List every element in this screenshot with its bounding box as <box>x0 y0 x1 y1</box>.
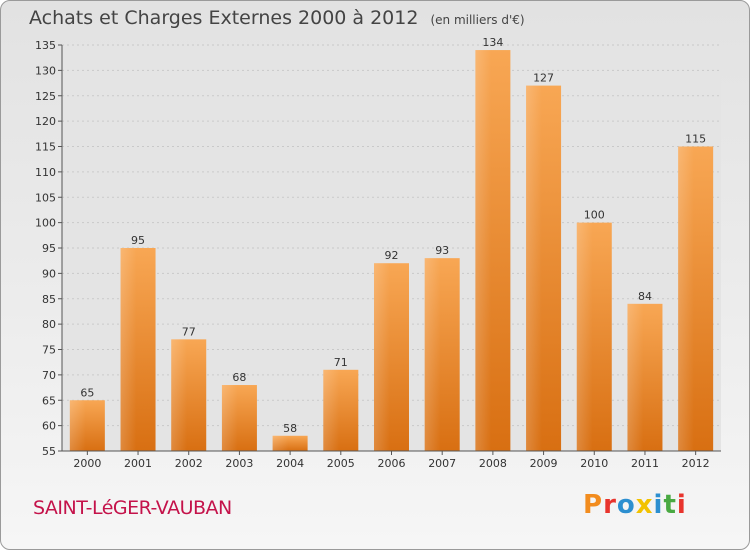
x-tick-label-2006: 2006 <box>378 457 406 470</box>
y-tick-label: 55 <box>42 445 56 458</box>
y-tick-label: 135 <box>35 39 56 52</box>
bar-highlight <box>627 303 644 451</box>
x-tick-label-2008: 2008 <box>479 457 507 470</box>
y-tick-label: 85 <box>42 293 56 306</box>
value-label-2000: 65 <box>80 386 94 399</box>
y-tick-label: 70 <box>42 369 56 382</box>
bar-highlight <box>272 435 289 451</box>
value-label-2011: 84 <box>638 290 652 303</box>
bars-group: 65 95 77 68 58 71 92 93 134 127 100 84 115 <box>69 36 714 451</box>
y-tick-label: 105 <box>35 191 56 204</box>
x-tick-label-2001: 2001 <box>124 457 152 470</box>
y-tick-label: 115 <box>35 141 56 154</box>
value-label-2005: 71 <box>334 356 348 369</box>
x-tick-label-2011: 2011 <box>631 457 659 470</box>
y-tick-label: 80 <box>42 318 56 331</box>
y-tick-label: 75 <box>42 344 56 357</box>
y-tick-label: 130 <box>35 64 56 77</box>
bar-highlight <box>678 146 694 451</box>
y-tick-label: 65 <box>42 394 56 407</box>
value-label-2012: 115 <box>685 133 706 146</box>
y-tick-label: 125 <box>35 90 56 103</box>
bar-highlight <box>120 248 137 451</box>
chart-title: Achats et Charges Externes 2000 à 2012 (e… <box>29 7 525 29</box>
title-text: Achats et Charges Externes 2000 à 2012 <box>29 7 419 29</box>
value-label-2003: 68 <box>232 371 246 384</box>
bar-highlight <box>576 222 593 451</box>
bar-highlight <box>526 85 542 451</box>
y-axis: 55 60 65 70 75 80 85 90 95 100 105 110 115 120 125 130 1… <box>35 39 63 458</box>
bar-highlight <box>323 369 340 451</box>
x-tick-label-2007: 2007 <box>428 457 456 470</box>
value-label-2008: 134 <box>482 36 503 49</box>
logo-letter: P <box>583 490 604 520</box>
commune-name: SAINT-LéGER-VAUBAN <box>33 497 232 519</box>
logo-letter: r <box>603 490 617 520</box>
logo-letter: x <box>635 490 654 520</box>
y-tick-label: 100 <box>35 217 56 230</box>
x-axis: 2000 2001 2002 2003 2004 2005 2006 2007 2008 2009… <box>62 450 721 470</box>
y-tick-label: 90 <box>42 267 56 280</box>
logo-letter: i <box>653 490 664 520</box>
logo-letter: o <box>616 490 636 520</box>
x-tick-label-2004: 2004 <box>276 457 304 470</box>
bar-highlight <box>475 50 492 451</box>
x-tick-label-2012: 2012 <box>682 457 710 470</box>
y-tick-label: 60 <box>42 420 56 433</box>
bar-highlight <box>424 258 441 451</box>
proxiti-logo: Proxiti <box>583 490 687 520</box>
bar-highlight <box>221 385 238 451</box>
x-tick-label-2005: 2005 <box>327 457 355 470</box>
value-label-2001: 95 <box>131 234 145 247</box>
value-label-2009: 127 <box>533 72 554 85</box>
y-tick-label: 120 <box>35 115 56 128</box>
value-label-2006: 92 <box>385 249 399 262</box>
y-tick-label: 95 <box>42 242 56 255</box>
x-tick-label-2003: 2003 <box>225 457 253 470</box>
unit-text: (en milliers d'€) <box>430 13 525 27</box>
x-tick-label-2002: 2002 <box>175 457 203 470</box>
value-label-2010: 100 <box>584 209 605 222</box>
logo-letter: i <box>676 490 687 520</box>
y-tick-label: 110 <box>35 166 56 179</box>
value-label-2002: 77 <box>182 325 196 338</box>
bar-highlight <box>171 339 187 451</box>
x-tick-label-2000: 2000 <box>73 457 101 470</box>
bar-highlight <box>374 263 390 451</box>
value-label-2007: 93 <box>435 244 449 257</box>
x-tick-label-2009: 2009 <box>530 457 558 470</box>
bar-highlight <box>69 400 86 451</box>
logo-letter: t <box>663 490 677 520</box>
value-label-2004: 58 <box>283 422 297 435</box>
x-tick-label-2010: 2010 <box>580 457 608 470</box>
